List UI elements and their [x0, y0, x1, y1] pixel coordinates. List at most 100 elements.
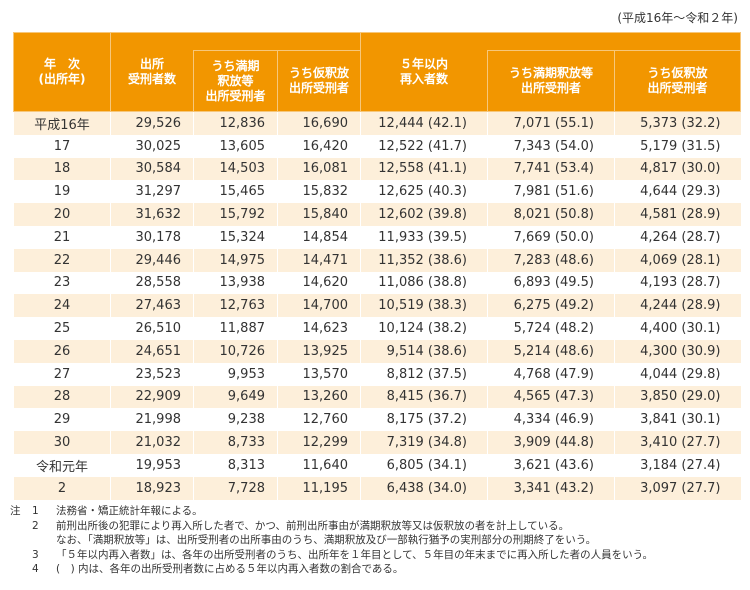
- header-reentry-parole: うち仮釈放 出所受刑者: [614, 50, 741, 112]
- cell-reentry-parole: 4,644 (29.3): [614, 180, 741, 204]
- table-row: 18 30,584 14,503 16,081 12,558 (41.1) 7,741 (…: [13, 157, 741, 181]
- cell-year: 20: [13, 203, 111, 226]
- table-row: 22 29,446 14,975 14,471 11,352 (38.6) 7,283 (…: [13, 248, 741, 272]
- table-row: 20 31,632 15,792 15,840 12,602 (39.8) 8,021 (…: [13, 203, 741, 226]
- cell-released-expiry: 12,836: [193, 111, 278, 135]
- cell-released: 21,998: [110, 408, 194, 432]
- cell-reentry: 11,086 (38.8): [360, 271, 488, 295]
- header-released-parole: うち仮釈放 出所受刑者: [277, 50, 361, 112]
- cell-released-parole: 15,840: [277, 203, 361, 226]
- reentry-table: 年 次 (出所年) 出所 受刑者数 ５年以内 再入者数 うち満期 釈放等 出所受…: [13, 32, 741, 500]
- note-number: 4: [32, 563, 39, 575]
- cell-year: 17: [13, 134, 111, 158]
- cell-reentry: 12,444 (42.1): [360, 111, 488, 135]
- cell-released-expiry: 7,728: [193, 476, 278, 500]
- cell-year: 令和元年: [13, 453, 111, 477]
- cell-reentry-expiry: 7,981 (51.6): [487, 180, 615, 204]
- note-text: 法務省・矯正統計年報による。: [56, 505, 203, 517]
- cell-released: 18,923: [110, 476, 194, 500]
- cell-year: 22: [13, 248, 111, 272]
- cell-reentry-expiry: 3,909 (44.8): [487, 431, 615, 454]
- table-row: 24 27,463 12,763 14,700 10,519 (38.3) 6,275 (…: [13, 294, 741, 318]
- notes-label: 注: [10, 505, 21, 517]
- cell-released: 22,909: [110, 385, 194, 409]
- cell-reentry: 10,519 (38.3): [360, 294, 488, 318]
- note-number: 2: [32, 519, 39, 532]
- cell-reentry-parole: 4,244 (28.9): [614, 294, 741, 318]
- cell-reentry: 10,124 (38.2): [360, 317, 488, 340]
- cell-released: 30,178: [110, 225, 194, 249]
- cell-released-expiry: 9,649: [193, 385, 278, 409]
- table-row: 令和元年 19,953 8,313 11,640 6,805 (34.1) 3,621 (…: [13, 453, 741, 477]
- cell-year: 24: [13, 294, 111, 318]
- cell-reentry: 7,319 (34.8): [360, 431, 488, 454]
- cell-year: 29: [13, 408, 111, 432]
- cell-reentry-parole: 5,179 (31.5): [614, 134, 741, 158]
- cell-released-parole: 14,700: [277, 294, 361, 318]
- cell-released: 24,651: [110, 339, 194, 363]
- cell-reentry-parole: 4,193 (28.7): [614, 271, 741, 295]
- cell-released: 31,297: [110, 180, 194, 204]
- note-text: 「５年以内再入者数」は、各年の出所受刑者のうち、出所年を１年目として、５年目の年…: [56, 548, 654, 561]
- table-row: 30 21,032 8,733 12,299 7,319 (34.8) 3,909 (44…: [13, 431, 741, 454]
- cell-reentry-expiry: 3,341 (43.2): [487, 476, 615, 500]
- cell-reentry: 8,415 (36.7): [360, 385, 488, 409]
- note-item: 4 ( ) 内は、各年の出所受刑者数に占める５年以内再入者数の割合である。: [10, 562, 653, 577]
- note-item: 2 前刑出所後の犯罪により再入所した者で、かつ、前刑出所事由が満期釈放等又は仮釈放…: [10, 519, 653, 534]
- cell-reentry-expiry: 6,893 (49.5): [487, 271, 615, 295]
- cell-released: 23,523: [110, 362, 194, 386]
- header-released-expiry: うち満期 釈放等 出所受刑者: [193, 50, 278, 112]
- table-row: 29 21,998 9,238 12,760 8,175 (37.2) 4,334 (46…: [13, 408, 741, 432]
- cell-reentry-parole: 4,044 (29.8): [614, 362, 741, 386]
- cell-reentry-parole: 4,400 (30.1): [614, 317, 741, 340]
- cell-reentry-expiry: 5,214 (48.6): [487, 339, 615, 363]
- note-number: 3: [32, 548, 39, 561]
- cell-released: 28,558: [110, 271, 194, 295]
- header-reentry-group: [487, 32, 741, 51]
- period-label: (平成16年～令和２年): [617, 11, 738, 25]
- cell-released-expiry: 15,324: [193, 225, 278, 249]
- cell-released-expiry: 9,953: [193, 362, 278, 386]
- cell-released-parole: 16,690: [277, 111, 361, 135]
- cell-year: 25: [13, 317, 111, 340]
- cell-reentry-expiry: 4,565 (47.3): [487, 385, 615, 409]
- cell-reentry-expiry: 7,669 (50.0): [487, 225, 615, 249]
- cell-reentry: 12,602 (39.8): [360, 203, 488, 226]
- table-row: 27 23,523 9,953 13,570 8,812 (37.5) 4,768 (47…: [13, 362, 741, 386]
- cell-released-parole: 14,620: [277, 271, 361, 295]
- cell-reentry: 12,522 (41.7): [360, 134, 488, 158]
- table-row: 26 24,651 10,726 13,925 9,514 (38.6) 5,214 (4…: [13, 339, 741, 363]
- note-text: なお、「満期釈放等」は、出所受刑者の出所事由のうち、満期釈放及び一部執行猶予の実…: [56, 534, 597, 546]
- cell-reentry-expiry: 7,343 (54.0): [487, 134, 615, 158]
- table-row: 21 30,178 15,324 14,854 11,933 (39.5) 7,669 (…: [13, 225, 741, 249]
- cell-released: 29,526: [110, 111, 194, 135]
- note-number: 1: [32, 505, 39, 517]
- header-year: 年 次 (出所年): [13, 32, 111, 112]
- cell-released-parole: 14,854: [277, 225, 361, 249]
- cell-reentry: 8,812 (37.5): [360, 362, 488, 386]
- cell-released-parole: 14,471: [277, 248, 361, 272]
- cell-reentry-parole: 5,373 (32.2): [614, 111, 741, 135]
- cell-released-expiry: 15,792: [193, 203, 278, 226]
- header-released-group: [193, 32, 361, 51]
- cell-released-parole: 12,299: [277, 431, 361, 454]
- cell-reentry-parole: 4,300 (30.9): [614, 339, 741, 363]
- cell-reentry-parole: 3,850 (29.0): [614, 385, 741, 409]
- header-reentry-expiry: うち満期釈放等 出所受刑者: [487, 50, 615, 112]
- table-row: 23 28,558 13,938 14,620 11,086 (38.8) 6,893 (…: [13, 271, 741, 295]
- cell-reentry: 6,805 (34.1): [360, 453, 488, 477]
- cell-released-parole: 15,832: [277, 180, 361, 204]
- cell-released-parole: 13,260: [277, 385, 361, 409]
- table-row: 19 31,297 15,465 15,832 12,625 (40.3) 7,981 (…: [13, 180, 741, 204]
- cell-reentry: 12,625 (40.3): [360, 180, 488, 204]
- cell-released-expiry: 14,503: [193, 157, 278, 181]
- cell-released-expiry: 12,763: [193, 294, 278, 318]
- table-row: 平成16年 29,526 12,836 16,690 12,444 (42.1) 7,07…: [13, 111, 741, 135]
- cell-reentry-expiry: 4,768 (47.9): [487, 362, 615, 386]
- cell-reentry-parole: 3,097 (27.7): [614, 476, 741, 500]
- note-item: 注 1 法務省・矯正統計年報による。: [10, 504, 653, 519]
- header-reentry: ５年以内 再入者数: [360, 32, 488, 112]
- cell-year: 23: [13, 271, 111, 295]
- cell-released-parole: 13,570: [277, 362, 361, 386]
- note-text: 前刑出所後の犯罪により再入所した者で、かつ、前刑出所事由が満期釈放等又は仮釈放の…: [56, 519, 570, 532]
